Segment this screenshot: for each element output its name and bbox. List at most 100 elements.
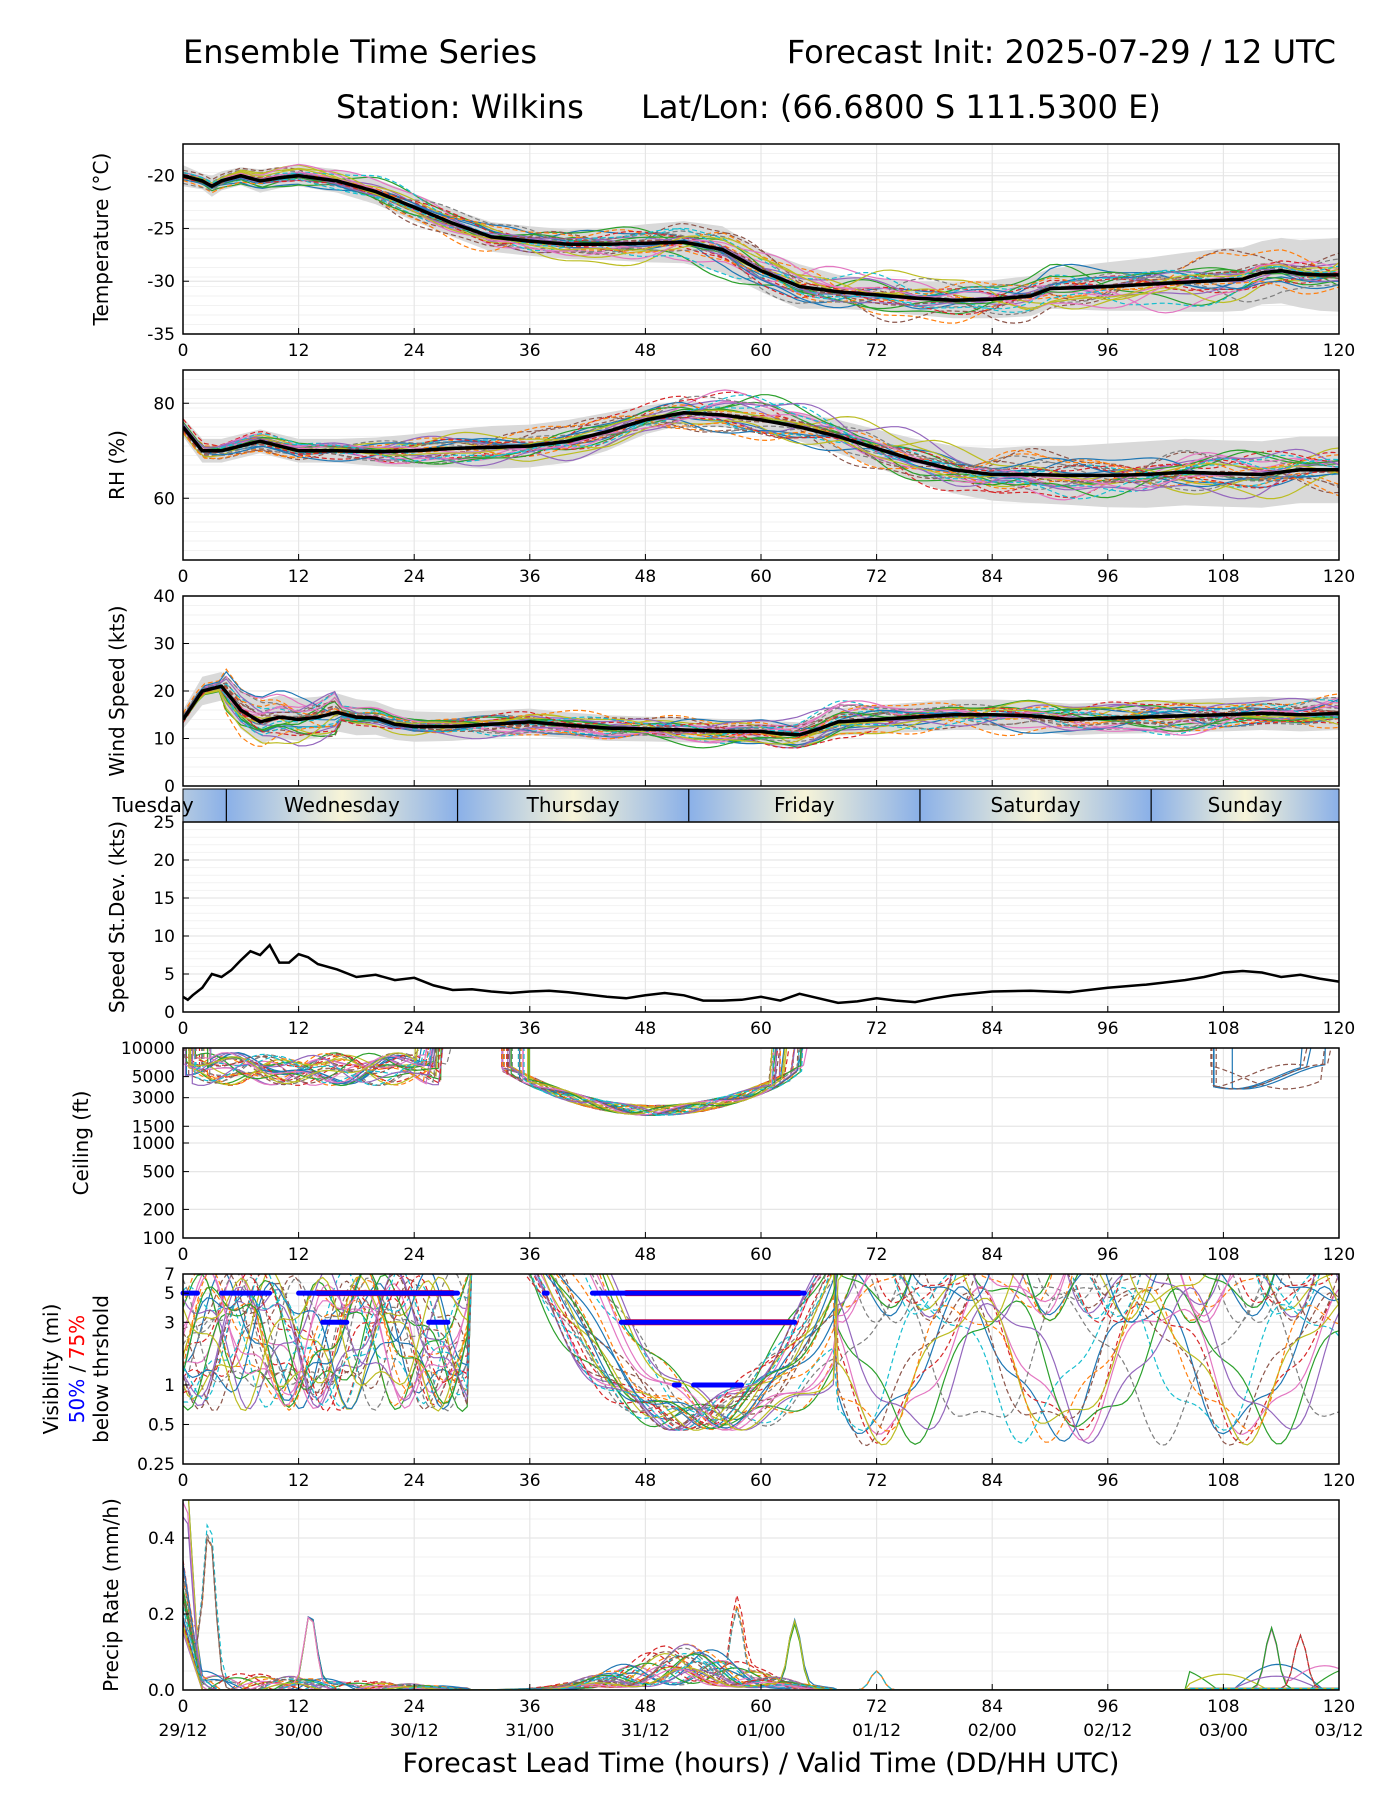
ceiling-member-line: [194, 1048, 439, 1080]
precip-member-line: [183, 1573, 1339, 1690]
precip-member-line: [183, 1616, 1339, 1690]
ceiling-member-line: [528, 1048, 788, 1113]
ceiling-member-line: [209, 1048, 427, 1084]
temperature-xtick-label: 108: [1207, 341, 1239, 361]
ceiling-member-line: [191, 1048, 434, 1087]
rh-member-line: [183, 394, 1339, 500]
ceiling-member-line: [520, 1048, 795, 1114]
x-axis-label: Forecast Lead Time (hours) / Valid Time …: [403, 1748, 1120, 1779]
visibility-member-line: [183, 1274, 1232, 1431]
visibility-member-line: [183, 1274, 1316, 1431]
rh-member-line: [183, 395, 1339, 491]
ceiling-member-line: [523, 1048, 775, 1116]
rh-xtick-label: 48: [635, 567, 657, 587]
visibility-member-line: [183, 1274, 1236, 1431]
visibility-xtick-label: 108: [1207, 1471, 1239, 1491]
speed_stdev-xtick-label: 12: [288, 1019, 310, 1039]
speed_stdev-xtick-label: 72: [866, 1019, 888, 1039]
visibility-ytick-label: 0.5: [148, 1415, 175, 1435]
visibility-member-line: [183, 1274, 1334, 1426]
speed_stdev-ytick-label: 10: [153, 927, 175, 947]
wind_speed-member-line: [183, 675, 1339, 737]
visibility-member-line: [183, 1274, 1339, 1431]
day-band-segment: [919, 789, 1152, 822]
ceiling-member-line: [501, 1048, 795, 1112]
ceiling-member-line: [1210, 1048, 1326, 1090]
temperature-xtick-label: 48: [635, 341, 657, 361]
ceiling-member-line: [194, 1048, 432, 1086]
day-label: Wednesday: [284, 793, 400, 817]
ceiling-member-line: [506, 1048, 779, 1115]
temperature-ytick-label: -25: [147, 219, 175, 239]
visibility-xtick-label: 60: [750, 1471, 772, 1491]
title-right: Forecast Init: 2025-07-29 / 12 UTC: [786, 33, 1336, 71]
visibility-member-line: [183, 1274, 1262, 1431]
ceiling-member-line: [528, 1048, 802, 1114]
ceiling-ytick-label: 1000: [132, 1134, 175, 1154]
wind_speed-member-line: [183, 690, 1339, 747]
speed_stdev-xtick-label: 96: [1097, 1019, 1119, 1039]
ceiling-member-line: [201, 1048, 421, 1084]
temperature-xtick-label: 120: [1323, 341, 1355, 361]
station-label: Station: Wilkins: [336, 88, 584, 126]
ceiling-member-line: [522, 1048, 775, 1116]
ceiling-member-line: [509, 1048, 777, 1116]
valid-time-label: 02/12: [1083, 1721, 1132, 1741]
precip-ylabel: Precip Rate (mm/h): [99, 1498, 123, 1692]
ceiling-member-line: [507, 1048, 799, 1116]
precip-xtick-label: 0: [178, 1697, 189, 1717]
ceiling-ytick-label: 100: [143, 1229, 175, 1249]
rh-ytick-label: 80: [153, 394, 175, 414]
precip-xtick-label: 72: [866, 1697, 888, 1717]
speed_stdev-ytick-label: 0: [164, 1003, 175, 1023]
temperature-xtick-label: 0: [178, 341, 189, 361]
speed_stdev-xtick-label: 60: [750, 1019, 772, 1039]
visibility-ytick-label: 1: [164, 1376, 175, 1396]
latlon-label: Lat/Lon: (66.6800 S 111.5300 E): [641, 88, 1161, 126]
valid-time-label: 02/00: [968, 1721, 1017, 1741]
temperature-xtick-label: 12: [288, 341, 310, 361]
visibility-xtick-label: 0: [178, 1471, 189, 1491]
ceiling-ytick-label: 3000: [132, 1089, 175, 1109]
visibility-threshold-legend: 50% / 75%: [65, 1315, 89, 1423]
day-band-segment: [457, 789, 689, 822]
ceiling-member-line: [209, 1048, 452, 1086]
speed_stdev-xtick-label: 36: [519, 1019, 541, 1039]
ceiling-xtick-label: 108: [1207, 1245, 1239, 1265]
visibility-plot-area: [183, 1274, 1339, 1447]
speed_stdev-xtick-label: 84: [981, 1019, 1003, 1039]
visibility-ylabel: Visibility (mi): [39, 1304, 63, 1435]
title-left: Ensemble Time Series: [183, 33, 537, 71]
day-label: Saturday: [990, 793, 1080, 817]
wind_speed-member-line: [183, 683, 1339, 738]
ceiling-member-line: [509, 1048, 773, 1115]
rh-member-line: [183, 421, 1339, 492]
temperature-plot-area: [183, 163, 1339, 324]
precip-member-line: [183, 1560, 1339, 1690]
wind_speed-member-line: [183, 687, 1339, 745]
temperature-member-line: [183, 175, 1339, 307]
temperature-member-line: [183, 173, 1339, 303]
visibility-member-line: [183, 1274, 1339, 1429]
rh-xtick-label: 60: [750, 567, 772, 587]
rh-plot-area: [183, 389, 1339, 508]
wind_speed-member-line: [183, 685, 1339, 740]
wind_speed-member-line: [183, 690, 1339, 749]
ceiling-member-line: [507, 1048, 796, 1116]
temperature-member-line: [183, 171, 1339, 313]
wind_speed-member-line: [183, 683, 1339, 740]
valid-time-label: 29/12: [159, 1721, 208, 1741]
ceiling-member-line: [506, 1048, 790, 1114]
valid-time-label: 31/00: [505, 1721, 554, 1741]
temperature-member-line: [183, 174, 1339, 310]
speed_stdev-ytick-label: 5: [164, 965, 175, 985]
visibility-xtick-label: 48: [635, 1471, 657, 1491]
rh-xtick-label: 36: [519, 567, 541, 587]
precip-ytick-label: 0.0: [148, 1681, 175, 1701]
precip-ytick-label: 0.2: [148, 1605, 175, 1625]
day-label: Tuesday: [111, 793, 194, 817]
ceiling-xtick-label: 36: [519, 1245, 541, 1265]
wind_speed-ensemble-mean-line: [183, 684, 1339, 737]
legend-75pct: 75%: [65, 1315, 89, 1359]
ceiling-member-line: [527, 1048, 786, 1115]
